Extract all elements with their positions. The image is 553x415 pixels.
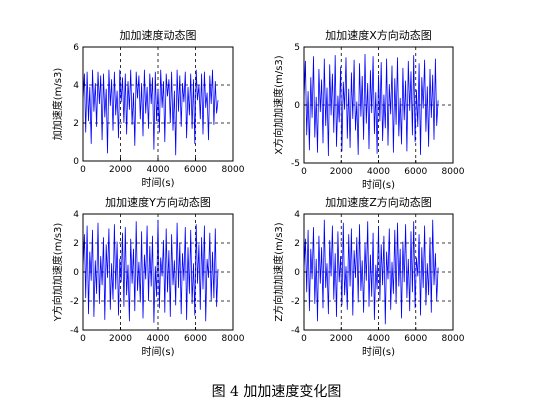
x-tick-label: 6000	[404, 167, 427, 177]
x-tick-label: 0	[301, 334, 307, 344]
y-tick-label: 0	[294, 101, 300, 111]
y-tick-label: 0	[73, 157, 79, 167]
y-tick-label: 4	[73, 81, 79, 91]
y-tick-label: 4	[73, 210, 79, 220]
y-tick-label: -4	[70, 326, 79, 336]
y-tick-label: 6	[73, 43, 79, 53]
y-axis-label: Y方向加加速度(m/s3)	[51, 223, 64, 323]
y-tick-label: 2	[73, 119, 79, 129]
chart-title: 加加速度动态图	[120, 28, 197, 42]
y-tick-label: 0	[294, 268, 300, 278]
x-tick-label: 6000	[184, 165, 207, 175]
figure-caption: 图 4 加加速度变化图	[211, 384, 342, 400]
subplot-2: 0 2000 4000 6000 8000-505加加速度X方向动态图时间(s)X方向加…	[272, 28, 465, 191]
y-axis-label: X方向加加速度(m/s3)	[272, 55, 285, 154]
x-tick-label: 0	[301, 167, 307, 177]
x-axis-label: 时间(s)	[362, 345, 395, 358]
x-tick-label: 8000	[442, 167, 465, 177]
x-tick-label: 2000	[109, 334, 132, 344]
x-tick-label: 2000	[330, 167, 353, 177]
y-tick-label: 5	[294, 43, 300, 53]
x-tick-label: 4000	[367, 334, 390, 344]
chart-title: 加加速度X方向动态图	[325, 28, 432, 42]
x-axis-label: 时间(s)	[141, 176, 174, 189]
x-tick-label: 0	[80, 165, 86, 175]
x-tick-label: 0	[80, 334, 86, 344]
y-tick-label: 0	[73, 268, 79, 278]
x-tick-label: 6000	[404, 334, 427, 344]
y-tick-label: -5	[291, 159, 300, 169]
series-line	[303, 219, 439, 325]
series-line	[303, 53, 439, 157]
x-tick-label: 8000	[442, 334, 465, 344]
series-line	[82, 69, 219, 156]
y-tick-label: 2	[294, 239, 300, 249]
x-tick-label: 4000	[147, 165, 170, 175]
x-tick-label: 8000	[222, 334, 245, 344]
x-axis-label: 时间(s)	[141, 345, 174, 358]
chart-title: 加加速度Z方向动态图	[325, 195, 432, 209]
y-tick-label: -2	[70, 297, 79, 307]
x-tick-label: 8000	[222, 165, 245, 175]
x-tick-label: 4000	[367, 167, 390, 177]
x-tick-label: 2000	[330, 334, 353, 344]
y-tick-label: -2	[291, 297, 300, 307]
series-line	[82, 219, 219, 323]
x-tick-label: 4000	[147, 334, 170, 344]
y-axis-label: 加加速度(m/s3)	[51, 68, 64, 141]
y-tick-label: 4	[294, 210, 300, 220]
figure-canvas: 0 2000 4000 6000 80000246加加速度动态图时间(s)加加速度(m/…	[51, 28, 465, 358]
x-tick-label: 2000	[109, 165, 132, 175]
x-axis-label: 时间(s)	[362, 178, 395, 191]
chart-title: 加加速度Y方向动态图	[105, 195, 211, 209]
y-axis-label: Z方向加加速度(m/s3)	[272, 222, 285, 321]
x-tick-label: 6000	[184, 334, 207, 344]
y-tick-label: -4	[291, 326, 300, 336]
y-tick-label: 2	[73, 239, 79, 249]
